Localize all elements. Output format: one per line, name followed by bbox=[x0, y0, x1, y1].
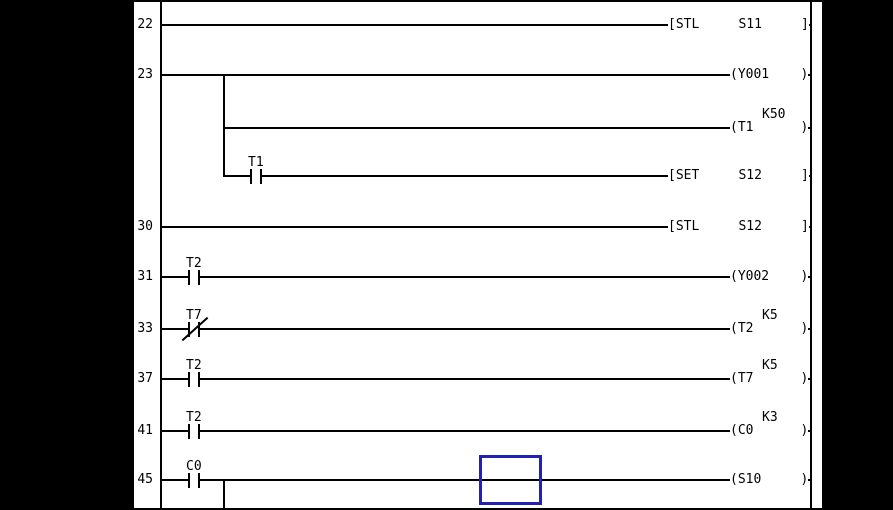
rung-line bbox=[160, 378, 812, 380]
contact-bar bbox=[188, 473, 190, 488]
contact-bar bbox=[198, 322, 200, 337]
contact-device-label: C0 bbox=[186, 459, 202, 474]
rung-line bbox=[160, 430, 812, 432]
coil[interactable]: (C0 ) bbox=[730, 423, 809, 438]
step-number: 33 bbox=[137, 321, 153, 336]
contact-bar bbox=[188, 372, 190, 387]
rung-line bbox=[160, 328, 812, 330]
step-number: 31 bbox=[137, 269, 153, 284]
right-power-rail bbox=[810, 2, 812, 510]
contact-bar bbox=[188, 270, 190, 285]
contact-cell[interactable] bbox=[252, 170, 260, 183]
contact-bar bbox=[198, 424, 200, 439]
rung-line bbox=[160, 74, 812, 76]
contact-device-label: T2 bbox=[186, 410, 202, 425]
step-number: 30 bbox=[137, 219, 153, 234]
coil[interactable]: (Y002 ) bbox=[730, 269, 809, 284]
contact-bar bbox=[250, 169, 252, 184]
instruction[interactable]: [SET S12 ] bbox=[668, 168, 809, 183]
contact-device-label: T1 bbox=[248, 155, 264, 170]
instruction[interactable]: [STL S11 ] bbox=[668, 17, 809, 32]
ladder-canvas[interactable]: 22 [STL S11 ] 23 (Y001 ) (T1 ) K50 T1 [SET S12 … bbox=[134, 0, 822, 510]
rung-line bbox=[160, 276, 812, 278]
contact-cell[interactable] bbox=[190, 474, 198, 487]
coil[interactable]: (S10 ) bbox=[730, 472, 809, 487]
step-number: 41 bbox=[137, 423, 153, 438]
contact-cell[interactable] bbox=[190, 271, 198, 284]
contact-bar bbox=[198, 473, 200, 488]
branch-line bbox=[223, 74, 225, 177]
coil[interactable]: (T1 ) bbox=[730, 120, 809, 135]
step-number: 22 bbox=[137, 17, 153, 32]
contact-cell[interactable] bbox=[190, 373, 198, 386]
contact-bar bbox=[260, 169, 262, 184]
contact-bar bbox=[198, 270, 200, 285]
branch-line bbox=[223, 479, 225, 510]
contact-device-label: T7 bbox=[186, 308, 202, 323]
contact-bar bbox=[198, 372, 200, 387]
coil-setpoint: K50 bbox=[762, 107, 786, 122]
contact-device-label: T2 bbox=[186, 256, 202, 271]
rung-line bbox=[223, 175, 812, 177]
contact-device-label: T2 bbox=[186, 358, 202, 373]
coil-setpoint: K5 bbox=[762, 358, 778, 373]
rung-line bbox=[160, 24, 812, 26]
coil[interactable]: (Y001 ) bbox=[730, 67, 809, 82]
contact-cell[interactable] bbox=[190, 425, 198, 438]
contact-bar bbox=[188, 424, 190, 439]
step-number: 23 bbox=[137, 67, 153, 82]
rung-line bbox=[160, 226, 812, 228]
step-number: 37 bbox=[137, 371, 153, 386]
instruction[interactable]: [STL S12 ] bbox=[668, 219, 809, 234]
coil[interactable]: (T2 ) bbox=[730, 321, 809, 336]
left-power-rail bbox=[160, 2, 162, 510]
rung-line bbox=[223, 127, 812, 129]
coil[interactable]: (T7 ) bbox=[730, 371, 809, 386]
rung-line bbox=[160, 479, 812, 481]
step-number: 45 bbox=[137, 472, 153, 487]
edit-cursor[interactable] bbox=[479, 455, 542, 505]
contact-bar bbox=[188, 322, 190, 337]
coil-setpoint: K5 bbox=[762, 308, 778, 323]
coil-setpoint: K3 bbox=[762, 410, 778, 425]
